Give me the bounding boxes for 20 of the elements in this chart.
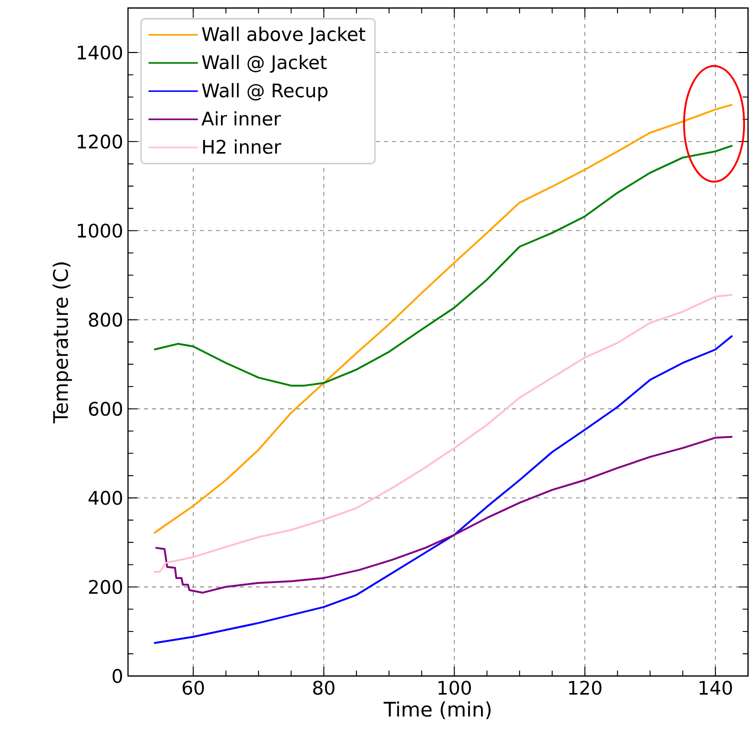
y-tick-label: 1200	[78, 134, 122, 149]
y-axis-title: Temperature (C)	[52, 262, 72, 424]
legend-label: Wall @ Jacket	[202, 54, 327, 73]
x-axis-title: Time (min)	[384, 701, 491, 720]
x-tick-label: 80	[313, 680, 334, 695]
y-tick-label: 1000	[78, 224, 122, 238]
legend-label: Wall @ Recup	[202, 83, 328, 102]
y-tick-label: 400	[88, 490, 122, 505]
legend-label: Air inner	[201, 111, 281, 126]
x-tick-label: 140	[700, 680, 732, 695]
y-tick-label: 1400	[78, 45, 122, 60]
y-tick-label: 800	[88, 312, 122, 327]
y-tick-label: 0	[112, 668, 122, 684]
legend-label: H2 inner	[203, 139, 282, 154]
y-tick-label: 600	[88, 402, 122, 416]
legend-label: Wall above Jacket	[202, 26, 366, 45]
x-tick-label: 120	[569, 680, 602, 695]
y-tick-label: 200	[89, 580, 122, 594]
x-tick-label: 100	[438, 680, 471, 695]
x-tick-label: 60	[182, 680, 204, 695]
